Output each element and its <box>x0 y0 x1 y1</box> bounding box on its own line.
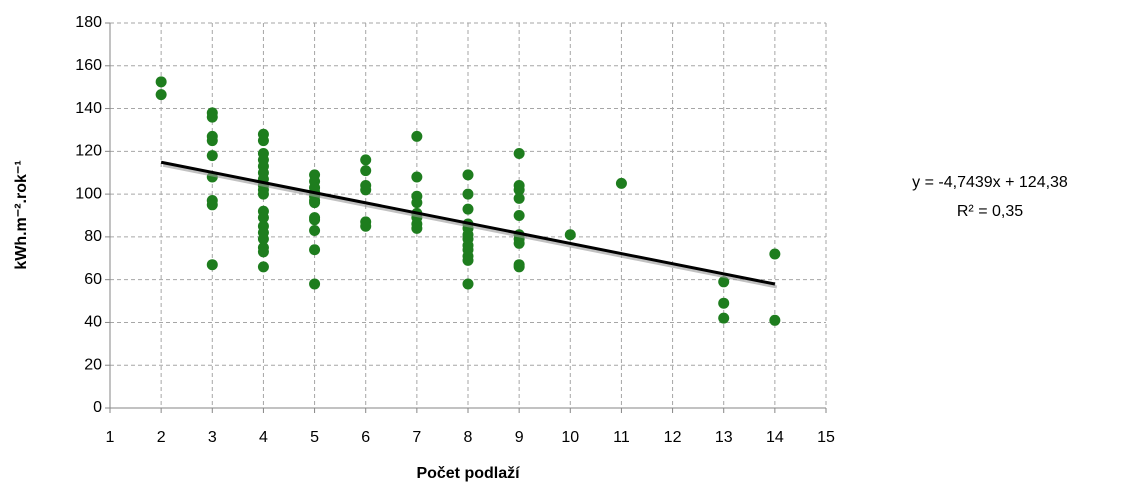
point <box>360 220 372 232</box>
point <box>462 188 474 200</box>
trendline <box>160 160 776 286</box>
x-tick-label: 2 <box>157 429 166 446</box>
y-axis-title: kWh.m⁻².rok⁻¹ <box>13 160 30 269</box>
point <box>206 259 218 271</box>
point <box>206 135 218 147</box>
x-tick-label: 10 <box>561 429 579 446</box>
x-tick-label: 8 <box>464 429 473 446</box>
x-tick-label: 13 <box>715 429 733 446</box>
point <box>564 229 576 241</box>
point <box>257 188 269 200</box>
trendline-shadow <box>162 163 778 289</box>
point <box>769 314 781 326</box>
point <box>462 169 474 181</box>
x-tick-label: 14 <box>766 429 784 446</box>
x-axis-title: Počet podlaží <box>416 465 520 482</box>
x-tick-label: 12 <box>664 429 682 446</box>
y-tick-label: 140 <box>75 100 102 117</box>
point <box>411 130 423 142</box>
trendline-r2: R² = 0,35 <box>957 203 1023 220</box>
point <box>462 254 474 266</box>
y-tick-label: 60 <box>84 271 102 288</box>
point <box>513 237 525 249</box>
point <box>360 154 372 166</box>
point <box>257 212 269 224</box>
point <box>257 135 269 147</box>
point <box>411 171 423 183</box>
point <box>155 89 167 101</box>
point <box>360 165 372 177</box>
point <box>257 261 269 273</box>
y-tick-label: 160 <box>75 57 102 74</box>
point <box>411 222 423 234</box>
point <box>513 261 525 273</box>
x-tick-label: 9 <box>515 429 524 446</box>
point <box>718 297 730 309</box>
point <box>513 192 525 204</box>
point <box>309 197 321 209</box>
point <box>615 177 627 189</box>
x-tick-label: 1 <box>106 429 115 446</box>
y-tick-label: 80 <box>84 228 102 245</box>
x-tick-label: 6 <box>361 429 370 446</box>
y-tick-label: 120 <box>75 143 102 160</box>
x-tick-label: 15 <box>817 429 835 446</box>
trendline-equation: y = -4,7439x + 124,38 <box>912 174 1068 191</box>
y-tick-label: 20 <box>84 356 102 373</box>
point <box>206 111 218 123</box>
point <box>155 76 167 88</box>
y-tick-label: 40 <box>84 314 102 331</box>
point <box>462 203 474 215</box>
y-tick-label: 0 <box>93 399 102 416</box>
x-tick-label: 4 <box>259 429 268 446</box>
point <box>206 150 218 162</box>
x-tick-label: 3 <box>208 429 217 446</box>
x-tick-label: 11 <box>613 429 630 446</box>
point <box>462 278 474 290</box>
point <box>718 276 730 288</box>
point <box>360 184 372 196</box>
y-tick-label: 100 <box>75 185 102 202</box>
point <box>206 199 218 211</box>
point <box>411 197 423 209</box>
point <box>257 233 269 245</box>
point <box>718 312 730 324</box>
point <box>513 184 525 196</box>
y-tick-label: 180 <box>75 14 102 31</box>
x-tick-label: 5 <box>310 429 319 446</box>
point <box>257 246 269 258</box>
point <box>309 214 321 226</box>
point <box>309 278 321 290</box>
x-tick-label: 7 <box>412 429 421 446</box>
point <box>769 248 781 260</box>
point <box>309 224 321 236</box>
point <box>513 147 525 159</box>
point <box>513 210 525 221</box>
point <box>309 244 321 256</box>
